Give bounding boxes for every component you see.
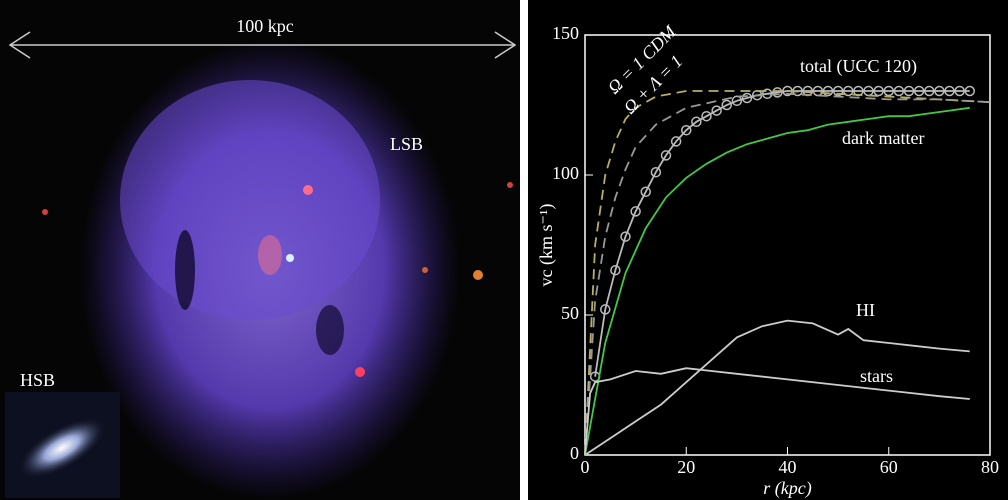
y-tick-label: 150 xyxy=(552,23,579,43)
chart-background xyxy=(528,0,1008,500)
y-tick-label: 0 xyxy=(570,443,579,463)
series-label: total (UCC 120) xyxy=(800,56,917,77)
y-tick-label: 100 xyxy=(552,163,579,183)
lsb-core xyxy=(120,80,380,320)
lsb-hole xyxy=(316,305,344,355)
series-label: dark matter xyxy=(842,128,924,148)
star xyxy=(303,185,313,195)
y-tick-label: 50 xyxy=(561,303,579,323)
series-label: stars xyxy=(860,366,893,386)
star xyxy=(422,267,428,273)
x-tick-label: 80 xyxy=(981,457,999,477)
x-axis-label: r (kpc) xyxy=(763,478,811,499)
x-tick-label: 20 xyxy=(677,457,695,477)
x-tick-label: 0 xyxy=(581,457,590,477)
hsb-label: HSB xyxy=(20,370,55,390)
image-panel: 100 kpc LSB HSB xyxy=(0,0,520,500)
lsb-center xyxy=(258,235,282,275)
x-tick-label: 60 xyxy=(880,457,898,477)
star xyxy=(355,367,365,377)
lsb-label: LSB xyxy=(390,134,423,154)
figure: 100 kpc LSB HSB 0 50 100 150 0 20 40 60 80 r (kpc… xyxy=(0,0,1008,500)
star xyxy=(473,270,483,280)
star xyxy=(286,254,294,262)
star xyxy=(507,182,513,188)
page: {"image_labels": {"scale": "100 kpc", "l… xyxy=(0,0,1008,500)
scale-label: 100 kpc xyxy=(236,16,294,36)
y-axis-label: vc (km s⁻¹) xyxy=(536,204,557,287)
series-label: HI xyxy=(856,300,875,320)
star xyxy=(42,209,48,215)
x-tick-label: 40 xyxy=(779,457,797,477)
lsb-hole xyxy=(175,230,195,310)
